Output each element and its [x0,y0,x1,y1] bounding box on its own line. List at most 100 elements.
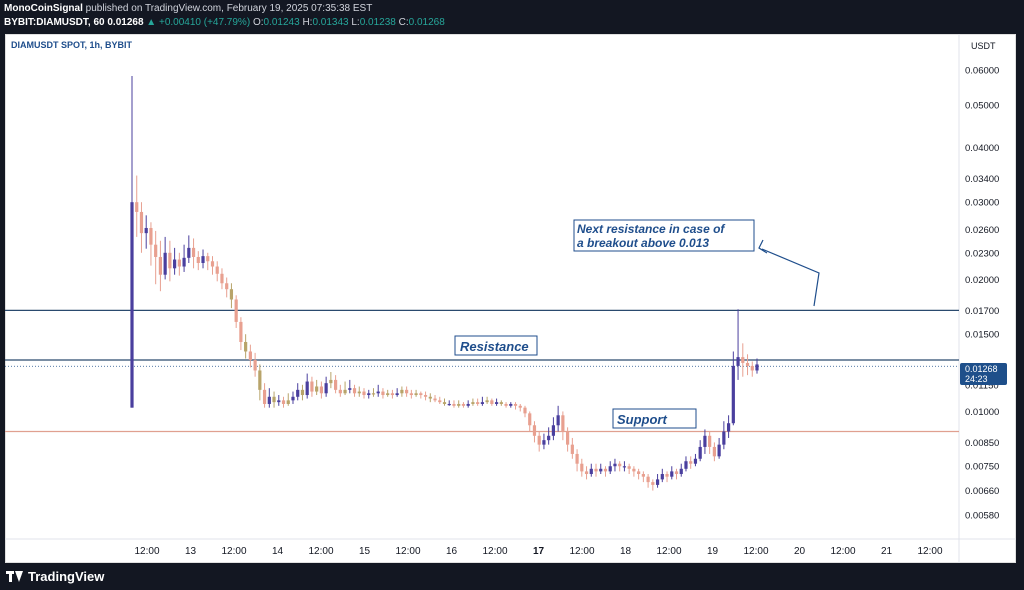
tradingview-footer[interactable]: TradingView [6,569,104,584]
candle-body [248,351,252,361]
candle [646,474,650,488]
x-tick-label: 20 [794,546,806,557]
candle [684,456,688,472]
candle-body [551,425,556,436]
time-axis[interactable]: 12:00 13 12:00 14 12:00 15 12:00 16 12:00 17 12:00… [134,546,942,557]
candle-body [428,396,432,399]
support-annotation: Support [612,408,697,429]
candle [357,386,361,397]
candle [423,391,428,401]
candle [693,453,698,467]
candle [163,236,167,280]
candle [258,364,262,401]
y-tick-label: 0.03400 [965,174,999,185]
candle-body [305,381,309,396]
candle [215,261,219,282]
resistance-label: Resistance [460,339,529,354]
candle-body [523,407,527,414]
candle-body [272,396,276,403]
candle-body [409,393,413,396]
candle [305,373,309,399]
candle [405,386,409,397]
candle-body [603,468,608,472]
candle [201,249,205,269]
chart-frame [5,34,1016,563]
candle [296,383,300,401]
candle-body [532,425,537,436]
candle [447,400,451,406]
candle [149,222,153,266]
next-resistance-annotation: Next resistance in case of a breakout ab… [573,219,820,307]
candle-body [537,435,541,445]
resistance-annotation: Resistance [454,335,538,356]
candle-body [210,261,215,267]
candle [419,391,423,399]
candle-body [225,283,229,290]
close-value: 0.01268 [408,17,445,28]
candle [561,411,565,441]
candle [206,252,210,271]
candle [177,252,181,276]
candle [537,431,541,452]
candle [504,402,508,408]
open-value: 0.01243 [263,17,300,28]
candle [627,463,631,475]
x-tick-label: 21 [881,546,893,557]
candle-body [438,400,442,403]
candle-body [651,482,655,485]
candle [637,468,641,480]
candle-body [196,256,200,263]
publisher-name[interactable]: MonoCoinSignal [4,3,83,14]
candle-body [613,463,617,467]
candle [665,471,669,483]
candle [670,466,674,480]
candle [722,421,726,450]
candle-body [291,396,295,401]
candle-body [447,403,451,406]
y-tick-label: 0.02300 [965,248,999,259]
candle-body [693,458,698,464]
candle-body [575,453,579,464]
candle [367,389,371,399]
candle [726,415,731,438]
candle-body [244,341,248,352]
candle [352,384,357,397]
candle [244,334,248,359]
candle-body [215,266,219,274]
symbol-label: BYBIT:DIAMUSDT, 60 [4,17,105,28]
candle [187,235,191,263]
candle [310,376,314,397]
candle-body [485,400,489,403]
candle [329,372,333,389]
candle [556,405,560,432]
candle [480,396,484,406]
candle-body [655,479,660,485]
candle [386,389,390,397]
candle-body [333,379,338,390]
price-axis[interactable]: 0.06000 0.05000 0.04000 0.03400 0.03000 0.026… [965,66,999,522]
candle-body [348,388,352,390]
y-tick-label: 0.01000 [965,407,999,418]
candle [428,393,432,403]
candle [608,461,612,475]
x-tick-label: 19 [707,546,719,557]
candle [262,383,267,408]
x-tick-label: 12:00 [830,546,855,557]
candle [135,175,139,237]
candle-body [637,471,641,475]
candle [679,463,683,477]
candle-body [712,446,716,457]
price-chart[interactable]: DIAMUSDT SPOT, 1h, BYBIT USDT 0.060000.0… [5,34,1016,563]
candle-body [755,364,759,371]
currency-label: USDT [971,41,996,51]
candle-body [542,440,546,445]
x-tick-label: 13 [185,546,197,557]
candle [622,461,627,472]
candle [594,463,598,477]
candle [542,433,546,450]
candle [575,449,579,472]
candle-body [154,244,158,257]
candle [457,400,461,408]
candle [528,411,532,432]
candle-body [262,389,267,404]
